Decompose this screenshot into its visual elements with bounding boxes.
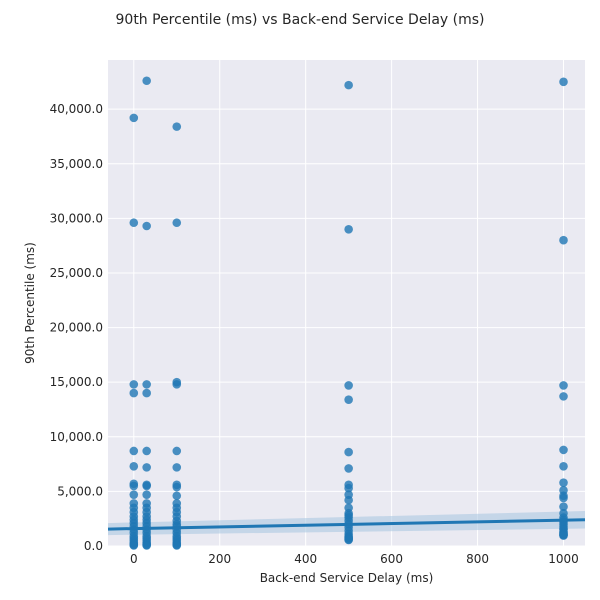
data-point <box>559 493 568 503</box>
data-point <box>172 482 182 492</box>
plot-area <box>108 60 585 546</box>
x-axis-label: Back-end Service Delay (ms) <box>260 571 434 585</box>
y-tick-label: 30,000.0 <box>50 211 103 225</box>
data-points <box>129 76 568 550</box>
data-point <box>129 218 139 228</box>
x-tick-label: 800 <box>466 552 489 566</box>
data-point <box>559 478 568 487</box>
data-point <box>559 531 568 540</box>
y-tick-label: 15,000.0 <box>50 375 103 389</box>
x-axis-ticks: 0 200 400 600 800 1000 <box>130 552 579 566</box>
chart-title: 90th Percentile (ms) vs Back-end Service… <box>116 12 485 28</box>
x-tick-label: 200 <box>208 552 231 566</box>
data-point <box>142 388 151 398</box>
data-point <box>344 224 353 234</box>
data-point <box>129 481 139 491</box>
data-point <box>559 461 568 471</box>
data-point <box>172 446 182 456</box>
data-point <box>142 481 151 491</box>
data-point <box>129 113 139 123</box>
data-point <box>344 80 353 90</box>
data-point <box>172 122 182 131</box>
data-point <box>344 535 353 545</box>
data-point <box>559 502 568 511</box>
y-tick-label: 40,000.0 <box>50 102 103 116</box>
y-tick-label: 35,000.0 <box>50 157 103 171</box>
data-point <box>129 388 139 398</box>
data-point <box>559 77 568 87</box>
gridlines <box>108 60 585 547</box>
data-point <box>172 218 182 228</box>
data-point <box>142 76 151 86</box>
y-axis-ticks: 0.0 5,000.0 10,000.0 15,000.0 20,000.0 25,000… <box>50 102 103 553</box>
y-tick-label: 5,000.0 <box>57 484 103 498</box>
data-point <box>559 445 568 455</box>
data-point <box>142 380 151 389</box>
data-point <box>142 446 151 456</box>
regression-line-group <box>107 518 586 531</box>
data-point <box>344 395 353 404</box>
data-point <box>172 463 182 472</box>
data-point <box>129 446 139 456</box>
data-point <box>172 541 182 550</box>
data-point <box>344 464 353 473</box>
data-point <box>344 483 353 493</box>
data-point <box>344 381 353 390</box>
data-point <box>129 541 139 550</box>
data-point <box>142 490 151 499</box>
data-point <box>559 381 568 390</box>
data-point <box>129 380 139 389</box>
y-axis-label: 90th Percentile (ms) <box>23 242 37 364</box>
data-point <box>559 235 568 245</box>
data-point <box>142 541 151 550</box>
data-point <box>559 392 568 401</box>
data-point <box>172 380 182 389</box>
y-tick-label: 25,000.0 <box>50 266 103 280</box>
y-tick-label: 20,000.0 <box>50 321 103 335</box>
x-tick-label: 400 <box>294 552 317 566</box>
regression-line <box>107 518 586 531</box>
x-tick-label: 0 <box>130 552 138 566</box>
y-tick-label: 10,000.0 <box>50 430 103 444</box>
data-point <box>142 221 151 231</box>
data-point <box>172 491 182 501</box>
x-tick-label: 600 <box>380 552 403 566</box>
data-point <box>129 490 139 499</box>
y-tick-label: 0.0 <box>84 539 103 553</box>
data-point <box>344 495 353 505</box>
data-point <box>129 461 139 471</box>
x-tick-label: 1000 <box>548 552 579 566</box>
data-point <box>344 447 353 457</box>
data-point <box>142 463 151 472</box>
